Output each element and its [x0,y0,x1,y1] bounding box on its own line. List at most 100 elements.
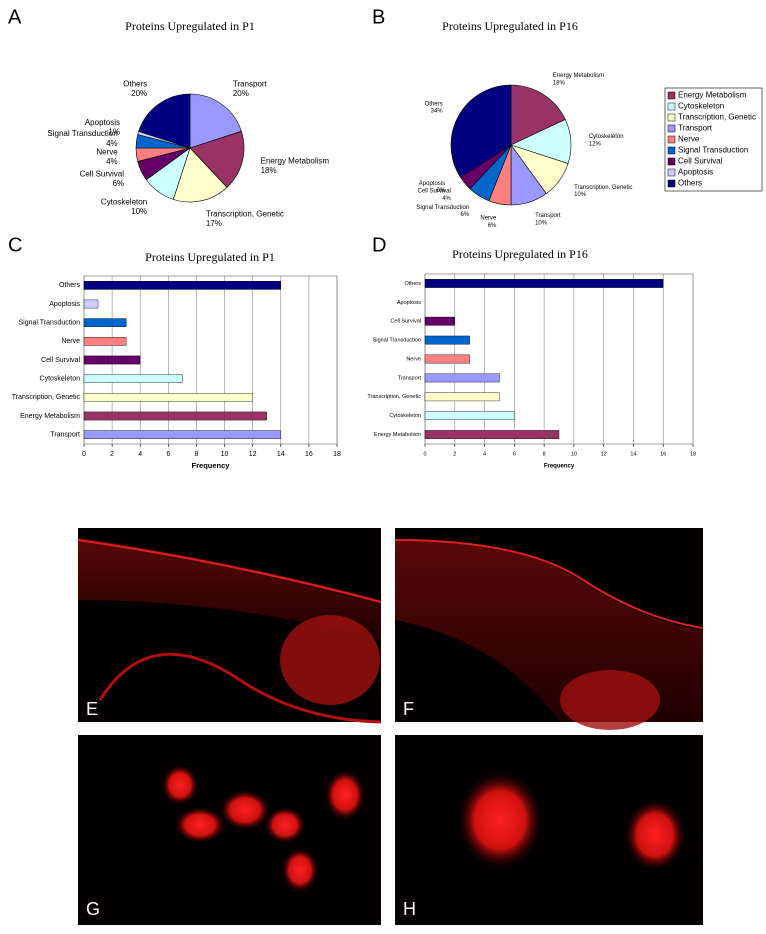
slice-label: Transport [535,213,561,219]
panel-label: G [86,899,100,919]
y-tick-label: Nerve [61,338,80,345]
legend-label: Cell Survival [678,157,723,166]
pie-slice [172,147,228,203]
x-tick-label: 14 [630,451,636,457]
slice-label: Cell Survival [80,169,125,178]
slice-value: 6% [461,212,470,218]
pie-slice [189,93,242,149]
legend-swatch [667,124,676,133]
bar [83,393,253,402]
y-tick-label: Apoptosis [49,301,80,308]
pie-slice [189,130,245,188]
bar [424,411,515,421]
panel-label: F [403,699,414,719]
pie-slice [450,84,512,178]
legend-label: Signal Transduction [678,146,748,155]
bar [83,281,281,290]
slice-value: 10% [574,192,587,198]
slice-value: 20% [233,89,249,98]
legend-swatch [667,157,676,166]
x-tick-label: 12 [601,451,607,457]
y-tick-label: Others [404,281,421,287]
bar [424,279,664,288]
slice-value: 4% [442,196,451,202]
bar [83,299,99,309]
panel-label: D [372,234,386,256]
slice-label: Cytoskeleton [589,134,624,140]
slice-value: 17% [206,219,222,228]
slice-value: 20% [131,89,147,98]
panel-label: B [372,6,385,28]
slice-label: Energy Metabolism [553,73,604,79]
slice-label: Nerve [96,147,118,156]
legend-label: Energy Metabolism [678,91,747,100]
micrograph-g [78,735,381,925]
chart-title: Proteins Upregulated in P16 [442,19,578,33]
x-tick-label: 16 [305,451,313,458]
micrograph-f [394,528,704,730]
x-tick-label: 10 [571,451,577,457]
micrograph-e [77,528,382,724]
slice-value: 4% [106,139,118,148]
x-tick-label: 10 [221,451,229,458]
x-tick-label: 18 [690,451,696,457]
legend-label: Others [678,179,702,188]
slice-value: 0% [436,188,445,194]
slice-value: 10% [131,207,147,216]
x-tick-label: 0 [423,451,426,457]
slice-label: Others [425,101,443,107]
legend-box [664,87,763,192]
slice-label: Cell Survival [418,189,451,195]
bar [83,355,141,365]
x-tick-label: 6 [166,451,170,458]
y-tick-label: Energy Metabolism [374,432,421,438]
panel-label: A [8,6,22,28]
y-tick-label: Cytoskeleton [389,413,421,419]
slice-value: 6% [112,179,124,188]
bar [424,430,560,439]
slice-label: Signal Transduction [417,205,470,211]
y-tick-label: Transcription, Genetic [367,394,421,400]
y-tick-label: Energy Metabolism [20,413,80,420]
x-tick-label: 4 [138,451,142,458]
x-tick-label: 8 [543,451,546,457]
x-axis-label: Frequency [544,464,575,470]
y-tick-label: Transcription, Genetic [12,394,81,401]
bar [424,316,455,326]
legend-swatch [667,146,676,155]
x-tick-label: 4 [483,451,486,457]
slice-label: Signal Transduction [47,129,117,138]
legend-label: Transcription, Genetic [678,113,756,122]
x-tick-label: 8 [194,451,198,458]
y-tick-label: Others [59,282,81,289]
slice-label: Transcription, Genetic [574,185,632,191]
slice-value: 12% [589,141,602,147]
slice-value: 6% [488,223,497,229]
x-tick-label: 0 [82,451,86,458]
bar [83,337,127,346]
legend-swatch [667,179,676,188]
slice-value: 34% [431,109,444,115]
chart-title: Proteins Upregulated in P16 [452,247,588,261]
panel-label: C [8,234,22,256]
legend-swatch [667,135,676,144]
slice-label: Energy Metabolism [261,156,330,165]
x-tick-label: 18 [333,451,341,458]
x-tick-label: 2 [110,451,114,458]
x-axis-label: Frequency [192,461,231,470]
bar [424,354,470,364]
y-tick-label: Cell Survival [390,319,421,325]
bar [83,374,183,383]
y-tick-label: Cell Survival [41,357,80,364]
bar [424,392,500,402]
legend-swatch [667,168,676,177]
legend-swatch [667,91,676,100]
x-tick-label: 12 [249,451,257,458]
panel-label: H [403,899,416,919]
slice-label: Nerve [480,216,497,222]
chart-title: Proteins Upregulated in P1 [145,250,275,264]
slice-value: 1% [108,128,120,137]
slice-label: Transport [233,79,268,88]
pie-slice [510,84,566,146]
